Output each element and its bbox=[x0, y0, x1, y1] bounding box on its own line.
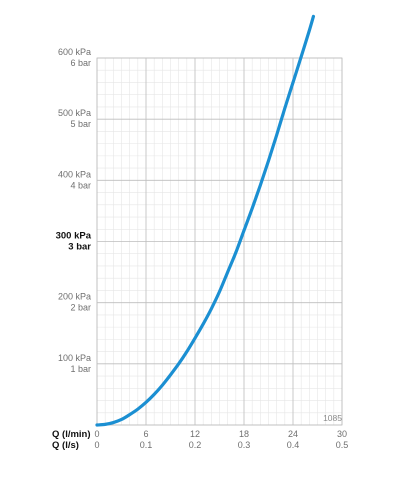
x-tick-label-lpm: 30 bbox=[337, 429, 347, 439]
x-axis-labels: 0 6 12 18 24 30 0 0.1 0.2 0.3 0.4 0.5 bbox=[94, 429, 348, 450]
y-tick-label-kpa: 300 kPa bbox=[56, 231, 92, 242]
y-tick-label-kpa: 100 kPa bbox=[58, 353, 91, 363]
x-tick-label-lpm: 18 bbox=[239, 429, 249, 439]
y-tick-label-bar: 4 bar bbox=[70, 180, 91, 190]
x-tick-label-lpm: 0 bbox=[94, 429, 99, 439]
y-tick-label-kpa: 400 kPa bbox=[58, 169, 91, 179]
x-tick-label-lps: 0.5 bbox=[336, 440, 349, 450]
y-tick-label-kpa: 500 kPa bbox=[58, 108, 91, 118]
y-tick-label-bar: 1 bar bbox=[70, 364, 91, 374]
y-tick-label-bar: 3 bar bbox=[68, 242, 91, 253]
x-tick-label-lps: 0.2 bbox=[189, 440, 202, 450]
x-tick-label-lpm: 24 bbox=[288, 429, 298, 439]
major-grid bbox=[96, 57, 343, 426]
x-tick-label-lps: 0.1 bbox=[140, 440, 153, 450]
pressure-curve bbox=[95, 14, 316, 427]
x-tick-label-lpm: 12 bbox=[190, 429, 200, 439]
y-tick-label-kpa: 200 kPa bbox=[58, 292, 91, 302]
y-tick-label-bar: 6 bar bbox=[70, 58, 91, 68]
x-axis-label-lpm: Q (l/min) bbox=[52, 429, 91, 440]
series-layer bbox=[95, 14, 316, 427]
plot-border bbox=[96, 57, 343, 426]
chart-code-label: 1085 bbox=[323, 413, 342, 423]
x-tick-label-lps: 0.3 bbox=[238, 440, 251, 450]
x-tick-label-lps: 0.4 bbox=[287, 440, 300, 450]
x-tick-label-lps: 0 bbox=[94, 440, 99, 450]
y-tick-label-bar: 5 bar bbox=[70, 119, 91, 129]
y-tick-label-bar: 2 bar bbox=[70, 303, 91, 313]
x-tick-label-lpm: 6 bbox=[143, 429, 148, 439]
x-axis-label-lps: Q (l/s) bbox=[52, 440, 79, 451]
y-tick-label-kpa: 600 kPa bbox=[58, 47, 91, 57]
